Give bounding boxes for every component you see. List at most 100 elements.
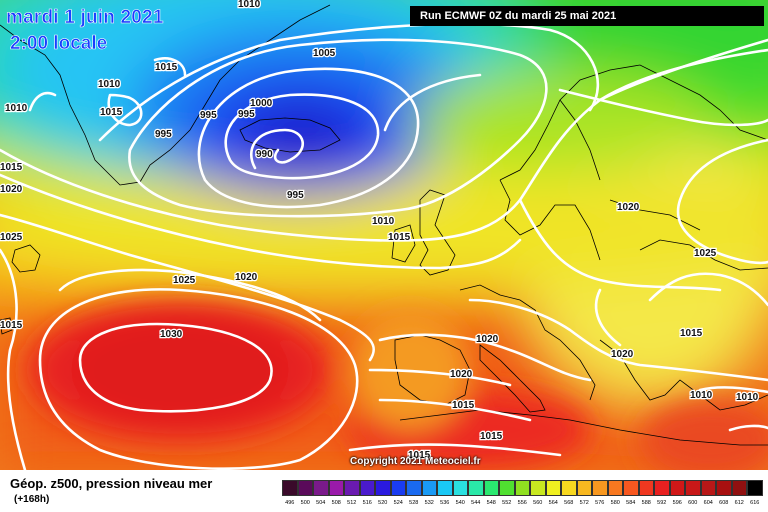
isobar-labels: 1010 1005 1015 1010 1015 1010 995 995 99… <box>0 0 760 462</box>
isobar-label: 1015 <box>452 400 475 411</box>
legend-tick-label: 580 <box>610 500 620 506</box>
isobar-label: 1020 <box>0 184 23 195</box>
legend-footer: Géop. z500, pression niveau mer (+168h) … <box>0 470 768 512</box>
legend-tick-label: 584 <box>626 500 636 506</box>
legend-tick-label: 532 <box>424 500 434 506</box>
legend-tick-label: 528 <box>409 500 419 506</box>
legend-tick-label: 504 <box>316 500 326 506</box>
color-scale <box>282 480 763 496</box>
legend-swatch <box>359 480 375 496</box>
legend-tick-label: 548 <box>486 500 496 506</box>
isobar-label: 990 <box>256 149 273 160</box>
isobar-label: 1025 <box>694 248 717 259</box>
isobar-label: 1015 <box>408 450 431 461</box>
legend-swatch <box>483 480 499 496</box>
legend-tick-label: 500 <box>300 500 310 506</box>
isobar-label: 1015 <box>0 162 23 173</box>
legend-swatch <box>592 480 608 496</box>
color-scale-ticks: 496 500 504 508 512 516 520 524 528 532 536 540 544 5… <box>282 500 763 506</box>
legend-tick-label: 612 <box>734 500 744 506</box>
legend-tick-label: 576 <box>595 500 605 506</box>
weather-map: 1010 1005 1015 1010 1015 1010 995 995 99… <box>0 0 768 470</box>
legend-tick-label: 520 <box>378 500 388 506</box>
legend-swatch <box>297 480 313 496</box>
isobar-label: 1020 <box>235 272 258 283</box>
isobar-label: 1015 <box>155 62 178 73</box>
legend-tick-label: 552 <box>502 500 512 506</box>
legend-swatch <box>716 480 732 496</box>
isobar-label: 1010 <box>238 0 261 10</box>
isobar-label: 1010 <box>98 79 121 90</box>
legend-swatch <box>747 480 763 496</box>
copyright-text: Copyright 2021 Meteociel.fr <box>350 456 481 467</box>
isobars <box>0 22 768 470</box>
legend-swatch <box>499 480 515 496</box>
legend-tick-label: 608 <box>719 500 729 506</box>
isobar-label: 1030 <box>160 329 183 340</box>
isobar-label: 995 <box>200 110 217 121</box>
legend-tick-label: 512 <box>347 500 357 506</box>
legend-tick-label: 572 <box>579 500 589 506</box>
isobar-label: 1020 <box>611 349 634 360</box>
legend-swatch <box>313 480 329 496</box>
legend-tick-label: 544 <box>471 500 481 506</box>
isobar-label: 1020 <box>450 369 473 380</box>
isobar-label: 1015 <box>480 431 503 442</box>
legend-swatch <box>607 480 623 496</box>
forecast-time: 2:00 locale <box>10 33 108 54</box>
legend-swatch <box>452 480 468 496</box>
legend-swatch <box>576 480 592 496</box>
isobar-label: 995 <box>238 109 255 120</box>
legend-tick-label: 540 <box>455 500 465 506</box>
isobar-label: 1015 <box>0 320 23 331</box>
isobar-label: 1020 <box>617 202 640 213</box>
legend-tick-label: 568 <box>564 500 574 506</box>
isobar-label: 1020 <box>476 334 499 345</box>
isobar-label: 995 <box>155 129 172 140</box>
legend-tick-label: 536 <box>440 500 450 506</box>
legend-tick-label: 516 <box>362 500 372 506</box>
legend-swatch <box>328 480 344 496</box>
legend-swatch <box>623 480 639 496</box>
legend-swatch <box>437 480 453 496</box>
legend-swatch <box>654 480 670 496</box>
legend-tick-label: 604 <box>703 500 713 506</box>
legend-swatch <box>700 480 716 496</box>
legend-swatch <box>561 480 577 496</box>
legend-swatch <box>731 480 747 496</box>
isobar-label: 1010 <box>736 392 759 403</box>
map-canvas: 1010 1005 1015 1010 1015 1010 995 995 99… <box>0 0 768 470</box>
legend-swatch <box>390 480 406 496</box>
legend-swatch <box>638 480 654 496</box>
forecast-date: mardi 1 juin 2021 <box>6 7 164 28</box>
legend-swatch <box>530 480 546 496</box>
legend-swatch <box>421 480 437 496</box>
isobar-label: 995 <box>287 190 304 201</box>
legend-tick-label: 496 <box>285 500 295 506</box>
legend-tick-label: 592 <box>657 500 667 506</box>
isobar-label: 1010 <box>5 103 28 114</box>
model-run-banner: Run ECMWF 0Z du mardi 25 mai 2021 <box>410 6 764 26</box>
isobar-label: 1015 <box>100 107 123 118</box>
isobar-label: 1010 <box>372 216 395 227</box>
legend-tick-label: 560 <box>533 500 543 506</box>
legend-swatch <box>685 480 701 496</box>
legend-swatch <box>514 480 530 496</box>
isobar-label: 1000 <box>250 98 273 109</box>
legend-tick-label: 600 <box>688 500 698 506</box>
legend-swatch <box>406 480 422 496</box>
legend-tick-label: 588 <box>641 500 651 506</box>
legend-tick-label: 564 <box>548 500 558 506</box>
legend-tick-label: 524 <box>393 500 403 506</box>
legend-tick-label: 508 <box>331 500 341 506</box>
legend-swatch <box>468 480 484 496</box>
isobar-label: 1015 <box>388 232 411 243</box>
isobar-label: 1005 <box>313 48 336 59</box>
legend-swatch <box>669 480 685 496</box>
legend-tick-label: 616 <box>750 500 760 506</box>
forecast-lead-time: (+168h) <box>14 494 50 505</box>
legend-swatch <box>282 480 298 496</box>
legend-tick-label: 596 <box>672 500 682 506</box>
isobar-label: 1015 <box>680 328 703 339</box>
legend-swatch <box>375 480 391 496</box>
